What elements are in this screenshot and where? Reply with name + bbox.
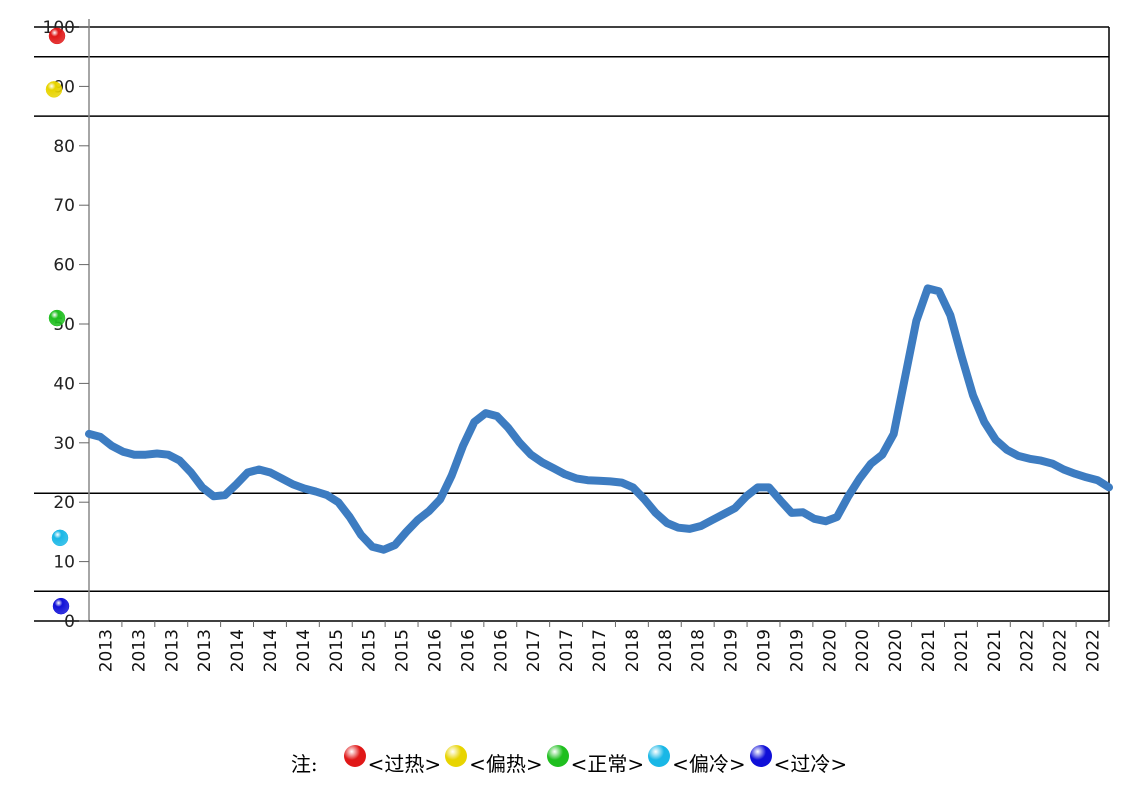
y-tick-label-60: 60: [53, 256, 75, 276]
y-tick-label-0: 0: [64, 612, 75, 632]
y-tick-label-20: 20: [53, 493, 75, 513]
x-tick-label-6: 2014: [294, 629, 314, 672]
y-tick-label-30: 30: [53, 434, 75, 454]
x-tick-label-27: 2021: [985, 629, 1005, 672]
zone-marker-3: [51, 529, 69, 547]
legend-red-ball-icon: [343, 745, 366, 767]
legend-green-ball-icon: [546, 745, 569, 767]
zone-lines: [34, 26, 1110, 621]
y-tick-label-80: 80: [53, 137, 75, 157]
legend-item-normal: <正常>: [546, 745, 645, 777]
legend-label-cold: <过冷>: [773, 751, 848, 776]
x-tick-label-9: 2015: [393, 629, 413, 672]
x-tick-label-24: 2020: [886, 629, 906, 672]
legend-item-warm: <偏热>: [445, 745, 543, 777]
x-tick-label-20: 2019: [755, 629, 775, 672]
zone-marker-4: [52, 597, 70, 615]
x-tick-label-22: 2020: [820, 629, 840, 672]
x-tick-label-3: 2013: [195, 629, 215, 672]
legend-label-cool: <偏冷>: [672, 751, 746, 776]
x-tick-label-0: 2013: [96, 629, 116, 672]
x-tick-label-16: 2018: [623, 629, 643, 672]
legend-label-overheat: <过热>: [367, 751, 442, 776]
legend-label-normal: <正常>: [570, 751, 645, 776]
y-tick-label-70: 70: [53, 196, 75, 216]
x-tick-label-26: 2021: [952, 629, 972, 672]
legend-item-cold: <过冷>: [749, 745, 848, 777]
x-tick-label-2: 2013: [162, 629, 182, 672]
zone-marker-0: [48, 27, 66, 45]
x-tick-label-11: 2016: [458, 629, 478, 672]
x-tick-label-29: 2022: [1051, 629, 1071, 672]
x-tick-label-4: 2014: [228, 629, 248, 672]
x-tick-label-8: 2015: [360, 629, 380, 672]
x-tick-label-10: 2016: [425, 629, 445, 672]
legend-item-cool: <偏冷>: [648, 745, 746, 777]
x-tick-label-5: 2014: [261, 629, 281, 672]
x-tick-label-7: 2015: [327, 629, 347, 672]
x-tick-label-14: 2017: [557, 629, 577, 672]
y-tick-label-40: 40: [53, 374, 75, 394]
zone-marker-2: [48, 309, 66, 327]
y-tick-label-10: 10: [53, 553, 75, 573]
y-axis: 0102030405060708090100: [34, 18, 1109, 632]
series-line-0: [85, 284, 1113, 554]
legend-prefix: 注:: [290, 751, 318, 776]
x-tick-label-18: 2018: [689, 629, 709, 672]
x-tick-label-15: 2017: [590, 629, 610, 672]
zone-markers: [45, 27, 70, 615]
x-tick-label-30: 2022: [1084, 629, 1104, 672]
legend-yellow-ball-icon: [445, 745, 468, 767]
legend-label-warm: <偏热>: [469, 751, 543, 776]
legend-cyan-ball-icon: [648, 745, 671, 767]
x-tick-label-12: 2016: [491, 629, 511, 672]
x-tick-label-13: 2017: [524, 629, 544, 672]
legend: 注: <过热> <偏热> <正常> <偏冷> <过冷>: [0, 742, 1142, 782]
x-tick-label-25: 2021: [919, 629, 939, 672]
x-tick-label-21: 2019: [787, 629, 807, 672]
x-tick-label-23: 2020: [853, 629, 873, 672]
series: [85, 284, 1113, 554]
zone-marker-1: [45, 81, 63, 98]
legend-item-overheat: <过热>: [343, 745, 442, 777]
x-axis: 2013 2013 2013 2013 2014 2014 2014 2015 2015 2015…: [96, 621, 1110, 672]
x-tick-label-1: 2013: [129, 629, 149, 672]
chart: 0102030405060708090100 20132013201320132…: [34, 18, 1113, 672]
x-tick-label-19: 2019: [722, 629, 742, 672]
x-tick-label-28: 2022: [1018, 629, 1038, 672]
legend-blue-ball-icon: [749, 745, 772, 767]
x-tick-label-17: 2018: [656, 629, 676, 672]
